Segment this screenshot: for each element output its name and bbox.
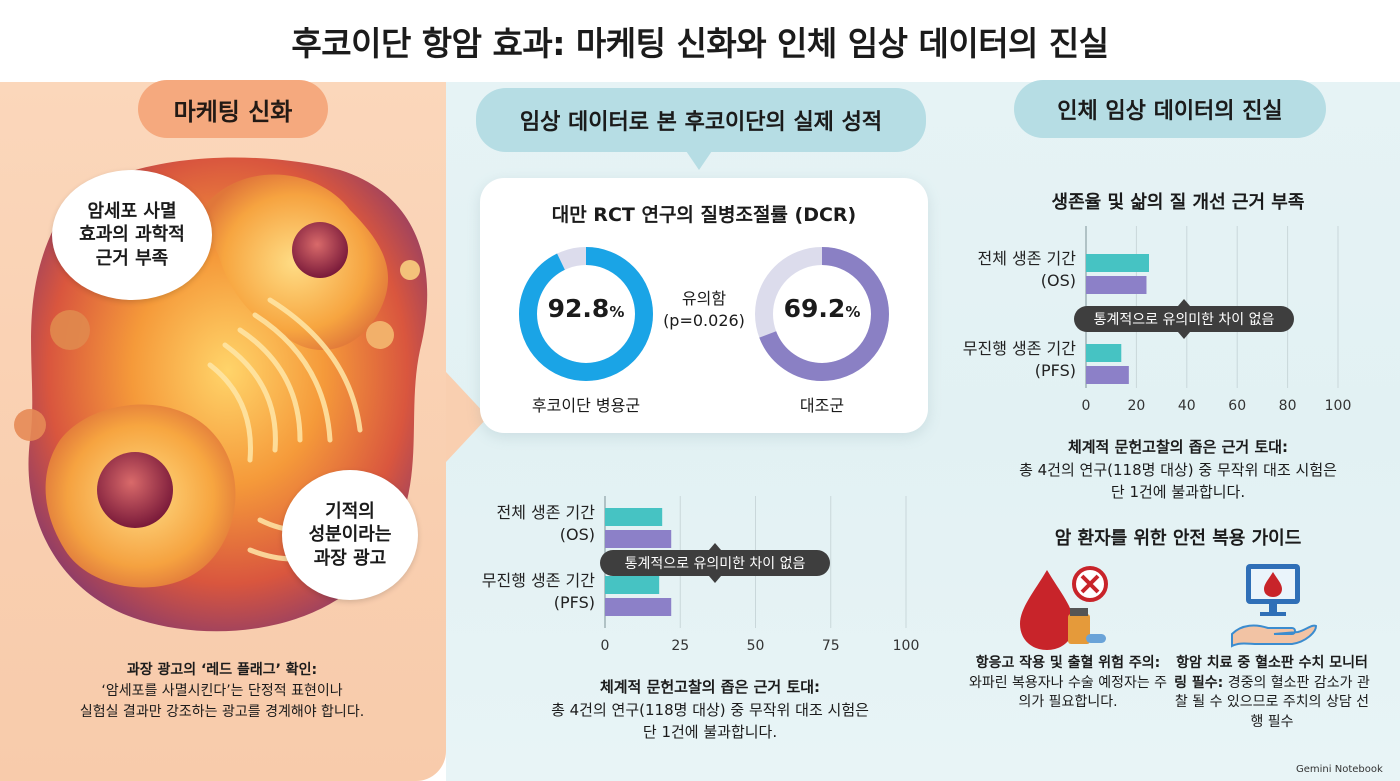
bar bbox=[605, 576, 660, 594]
donut-value: 69.2% bbox=[783, 294, 861, 323]
category-label: (PFS) bbox=[554, 593, 595, 612]
x-tick-label: 100 bbox=[893, 638, 920, 654]
title-bar: 후코이단 항암 효과: 마케팅 신화와 인체 임상 데이터의 진실 bbox=[0, 0, 1400, 82]
evidence-caption-center: 체계적 문헌고찰의 좁은 근거 토대: 총 4건의 연구(118명 대상) 중 … bbox=[551, 678, 869, 741]
evidence-caption-right: 체계적 문헌고찰의 좁은 근거 토대: 총 4건의 연구(118명 대상) 중 … bbox=[1019, 438, 1337, 501]
donut-fucoidan-group: 92.8% bbox=[516, 244, 656, 384]
red-flag-line: 실험실 결과만 강조하는 광고를 경계해야 합니다. bbox=[79, 704, 365, 720]
bar bbox=[1086, 366, 1129, 384]
bubble-line: 기적의 bbox=[325, 500, 375, 522]
x-tick-label: 75 bbox=[822, 638, 840, 654]
category-label: 전체 생존 기간 bbox=[978, 249, 1077, 268]
donut-label-fucoidan: 후코이단 병용군 bbox=[531, 396, 641, 415]
speech-bubble-exaggerated-ad: 기적의 성분이라는 과장 광고 bbox=[282, 470, 418, 600]
annotation-badge bbox=[1074, 306, 1294, 332]
donut-ring-control bbox=[755, 247, 889, 381]
myth-section-pill: 마케팅 신화 bbox=[138, 80, 328, 138]
x-tick-label: 20 bbox=[1127, 398, 1145, 414]
truth-section-pill: 인체 임상 데이터의 진실 bbox=[1014, 80, 1326, 138]
category-label: 무진행 생존 기간 bbox=[482, 571, 595, 590]
x-tick-label: 60 bbox=[1228, 398, 1246, 414]
bar bbox=[605, 530, 672, 548]
safety-guide-heading: 암 환자를 위한 안전 복용 가이드 bbox=[1054, 528, 1302, 549]
guide-platelet: 항암 치료 중 혈소판 수치 모니터링 필수: 경중의 혈소판 감소가 관찰 될… bbox=[1174, 655, 1370, 730]
x-tick-label: 25 bbox=[671, 638, 689, 654]
watermark: Gemini Notebook bbox=[1296, 764, 1383, 775]
category-label: (OS) bbox=[560, 525, 595, 544]
blood-drop-warning-icon bbox=[1020, 566, 1108, 650]
speech-bubble-no-evidence: 암세포 사멸 효과의 과학적 근거 부족 bbox=[52, 170, 212, 300]
clinical-section-pill: 임상 데이터로 본 후코이단의 실제 성적 bbox=[476, 88, 926, 152]
red-flag-title: 과장 광고의 ‘레드 플래그’ 확인: bbox=[126, 662, 318, 678]
annotation-pointer bbox=[1178, 332, 1190, 339]
panel-pointer-arrow bbox=[446, 372, 488, 462]
red-flag-line: ‘암세포를 사멸시킨다’는 단정적 표현이나 bbox=[101, 683, 343, 699]
bar bbox=[605, 598, 672, 616]
annotation-pointer bbox=[1178, 299, 1190, 306]
annotation-text: 통계적으로 유의미한 차이 없음 bbox=[1094, 312, 1275, 328]
donut-label-control: 대조군 bbox=[799, 396, 845, 415]
bubble-line: 과장 광고 bbox=[313, 547, 387, 569]
guide-anticoagulant: 항응고 작용 및 출혈 위험 주의: 와파린 복용자나 수술 예정자는 주의가 … bbox=[968, 655, 1168, 711]
bar bbox=[1086, 254, 1149, 272]
x-tick-label: 50 bbox=[747, 638, 765, 654]
significance-label: 유의함 (p=0.026) bbox=[663, 289, 745, 331]
x-tick-label: 40 bbox=[1178, 398, 1196, 414]
x-tick-label: 100 bbox=[1325, 398, 1352, 414]
pill-tail bbox=[684, 148, 714, 170]
category-label: (OS) bbox=[1041, 271, 1076, 290]
donut-control-group: 69.2% bbox=[752, 244, 892, 384]
category-label: (PFS) bbox=[1035, 361, 1076, 380]
x-tick-label: 0 bbox=[601, 638, 610, 654]
bar bbox=[605, 508, 663, 526]
bar bbox=[1086, 344, 1122, 362]
survival-bar-chart-center: 0 25 50 75 100 전체 생존 기간 (OS) 무진행 생존 기간 (PFS) 통계적으… bbox=[482, 496, 920, 654]
survival-bar-chart-right: 0 20 40 60 80 100 전체 생존 기간 (OS) 무진행 생존 기간 (PFS) 통계… bbox=[963, 226, 1352, 414]
bubble-line: 효과의 과학적 bbox=[79, 224, 185, 246]
red-flag-note: 과장 광고의 ‘레드 플래그’ 확인: ‘암세포를 사멸시킨다’는 단정적 표현… bbox=[22, 660, 422, 723]
page-title: 후코이단 항암 효과: 마케팅 신화와 인체 임상 데이터의 진실 bbox=[291, 24, 1109, 63]
annotation-pointer bbox=[709, 576, 721, 583]
annotation-badge bbox=[600, 550, 830, 576]
bubble-line: 근거 부족 bbox=[95, 247, 169, 269]
donut-ring-fucoidan bbox=[519, 247, 653, 381]
annotation-pointer bbox=[709, 543, 721, 550]
bubble-line: 암세포 사멸 bbox=[87, 200, 177, 222]
survival-heading: 생존율 및 삶의 질 개선 근거 부족 bbox=[1051, 192, 1305, 213]
category-label: 전체 생존 기간 bbox=[497, 503, 596, 522]
category-label: 무진행 생존 기간 bbox=[963, 339, 1076, 358]
dcr-card: 대만 RCT 연구의 질병조절률 (DCR) 92.8% 후코이단 병용군 유의… bbox=[480, 178, 928, 433]
x-tick-label: 0 bbox=[1082, 398, 1091, 414]
monitor-hand-icon bbox=[1231, 564, 1318, 648]
donut-value: 92.8% bbox=[547, 294, 625, 323]
dcr-title: 대만 RCT 연구의 질병조절률 (DCR) bbox=[551, 204, 857, 226]
bubble-line: 성분이라는 bbox=[308, 524, 392, 546]
bar bbox=[1086, 276, 1147, 294]
x-tick-label: 80 bbox=[1279, 398, 1297, 414]
annotation-text: 통계적으로 유의미한 차이 없음 bbox=[625, 556, 806, 572]
